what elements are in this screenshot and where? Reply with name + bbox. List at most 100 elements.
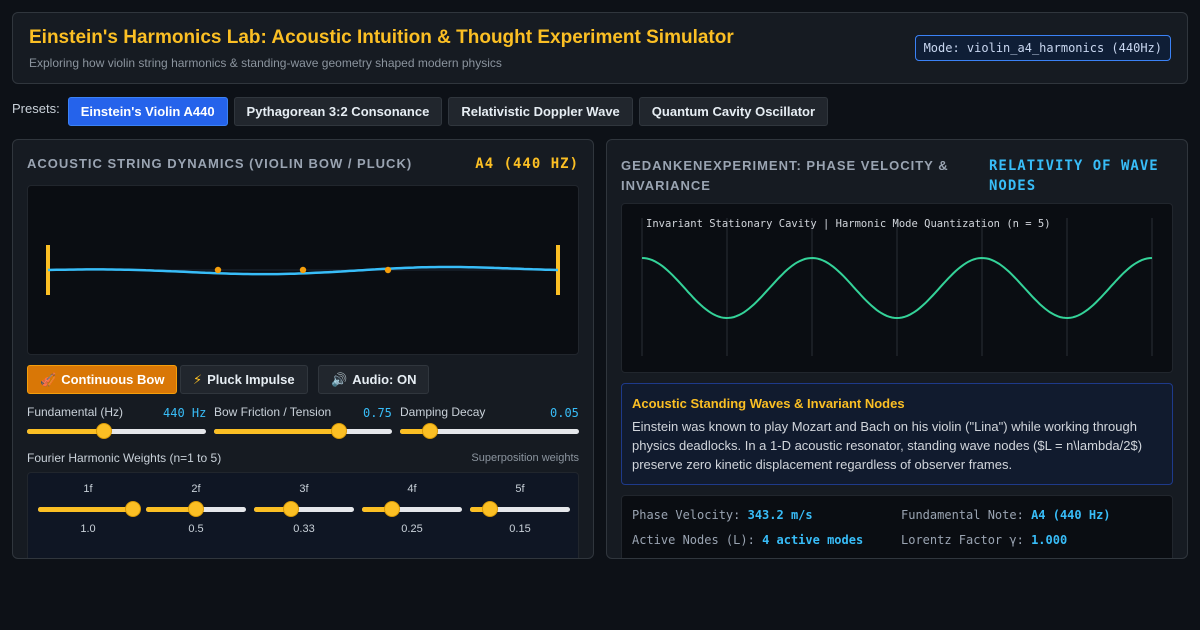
slider-thumb[interactable] [482,501,498,517]
harmonic-1f-slider[interactable] [38,501,141,517]
preset-pythagorean-button[interactable]: Pythagorean 3:2 Consonance [233,96,443,126]
page-subtitle: Exploring how violin string harmonics & … [29,56,502,70]
info-card: Acoustic Standing Waves & Invariant Node… [621,383,1173,485]
harmonic-name: 4f [407,483,417,495]
slider-fill [362,507,392,512]
slider-thumb[interactable] [95,423,112,439]
active-nodes-stat: Active Nodes (L): 4 active modes [632,533,863,547]
slider-thumb[interactable] [125,501,141,517]
gedanken-title-line1: GEDANKENEXPERIMENT: PHASE VELOCITY & [621,158,949,173]
gedanken-panel-title: GEDANKENEXPERIMENT: PHASE VELOCITY & INV… [621,156,949,196]
lorentz-factor-stat: Lorentz Factor γ: 1.000 [901,533,1067,547]
slider-thumb[interactable] [330,423,347,439]
harmonic-value: 1.0 [80,523,96,535]
preset-einstein-violin-button[interactable]: Einstein's Violin A440 [67,96,228,126]
active-nodes-label: Active Nodes (L): [632,533,755,547]
harmonic-weights-sublabel: Superposition weights [471,452,579,464]
harmonic-weights-label: Fourier Harmonic Weights (n=1 to 5) [27,451,222,465]
cavity-wave [641,256,1153,320]
damping-decay-label: Damping Decay [400,405,486,419]
info-body: Einstein was known to play Mozart and Ba… [632,419,1143,472]
fundamental-label: Fundamental (Hz) [27,405,124,419]
fundamental-note-stat: Fundamental Note: A4 (440 Hz) [901,508,1111,522]
lorentz-factor-value: 1.000 [1031,533,1068,547]
harmonic-4f-slider[interactable] [362,501,462,517]
harmonic-name: 5f [515,483,525,495]
damping-decay-slider[interactable] [400,423,579,439]
bow-friction-label: Bow Friction / Tension [214,405,332,419]
harmonic-5f-slider[interactable] [470,501,570,517]
bow-friction-value: 0.75 [363,406,392,420]
pluck-impulse-label: Pluck Impulse [207,372,295,387]
harmonic-2f-slider[interactable] [146,501,246,517]
pluck-impulse-button[interactable]: ⚡ Pluck Impulse [180,365,308,394]
speaker-icon: 🔊 [331,371,348,387]
slider-track [27,429,206,434]
slider-track [362,507,462,512]
slider-fill [27,429,104,434]
harmonic-3f-slider[interactable] [254,501,354,517]
harmonic-name: 3f [299,483,309,495]
phase-velocity-stat: Phase Velocity: 343.2 m/s [632,508,813,522]
audio-toggle-button[interactable]: 🔊 Audio: ON [318,365,430,394]
info-heading: Acoustic Standing Waves & Invariant Node… [632,396,905,411]
string-dynamics-panel: ACOUSTIC STRING DYNAMICS (VIOLIN BOW / P… [12,139,594,559]
preset-quantum-cavity-button[interactable]: Quantum Cavity Oscillator [638,96,829,126]
harmonic-value: 0.25 [401,523,423,535]
harmonic-1f: 1f 1.0 [38,473,141,558]
harmonic-4f: 4f 0.25 [362,473,462,558]
slider-track [470,507,570,512]
string-wave [47,265,559,276]
stats-card: Phase Velocity: 343.2 m/s Fundamental No… [621,495,1173,558]
harmonic-3f: 3f 0.33 [254,473,354,558]
harmonic-name: 2f [191,483,201,495]
damping-decay-value: 0.05 [550,406,579,420]
string-visualizer[interactable] [27,185,579,355]
continuous-bow-label: Continuous Bow [61,372,165,387]
slider-fill [400,429,431,434]
active-nodes-value: 4 active modes [762,533,864,547]
bow-friction-slider[interactable] [214,423,392,439]
string-node-marker [384,266,392,274]
mode-badge: Mode: violin_a4_harmonics (440Hz) [914,35,1171,61]
preset-doppler-button[interactable]: Relativistic Doppler Wave [448,96,633,126]
string-panel-title: ACOUSTIC STRING DYNAMICS (VIOLIN BOW / P… [27,156,413,171]
string-svg [46,245,560,295]
presets-bar: Presets: Einstein's Violin A440 Pythagor… [12,96,829,126]
slider-fill [146,507,196,512]
string-node-marker [214,266,222,274]
harmonic-value: 0.5 [188,523,204,535]
cavity-visualizer: Invariant Stationary Cavity | Harmonic M… [621,203,1173,373]
header: Einstein's Harmonics Lab: Acoustic Intui… [12,12,1188,84]
slider-track [254,507,354,512]
gedanken-accent-title: RELATIVITY OF WAVE NODES [989,156,1159,196]
slider-thumb[interactable] [188,501,204,517]
slider-thumb[interactable] [384,501,400,517]
harmonic-weights-box: 1f 1.0 2f 0.5 3f 0.33 [27,472,579,558]
phase-velocity-value: 343.2 m/s [747,508,813,522]
string-node-marker [299,266,307,274]
slider-track [400,429,579,434]
gedanken-title-line2: INVARIANCE [621,178,711,193]
fundamental-note-value: A4 (440 Hz) [1031,508,1111,522]
slider-fill [470,507,490,512]
fundamental-slider[interactable] [27,423,206,439]
gedanken-accent-line1: RELATIVITY OF WAVE [989,158,1159,174]
gedankenexperiment-panel: GEDANKENEXPERIMENT: PHASE VELOCITY & INV… [606,139,1188,559]
slider-fill [254,507,291,512]
slider-thumb[interactable] [283,501,299,517]
slider-thumb[interactable] [422,423,439,439]
presets-label: Presets: [12,100,60,116]
fundamental-note-label: Fundamental Note: [901,508,1024,522]
fundamental-value: 440 Hz [163,406,207,420]
harmonic-value: 0.15 [509,523,531,535]
harmonic-2f: 2f 0.5 [146,473,246,558]
page-title: Einstein's Harmonics Lab: Acoustic Intui… [29,27,734,48]
audio-toggle-label: Audio: ON [352,372,417,387]
slider-fill [38,507,133,512]
cavity-caption: Invariant Stationary Cavity | Harmonic M… [646,218,1051,230]
lorentz-factor-label: Lorentz Factor γ: [901,533,1024,547]
string-note-readout: A4 (440 HZ) [475,156,579,172]
phase-velocity-label: Phase Velocity: [632,508,741,522]
continuous-bow-button[interactable]: 🎻 Continuous Bow [27,365,178,394]
